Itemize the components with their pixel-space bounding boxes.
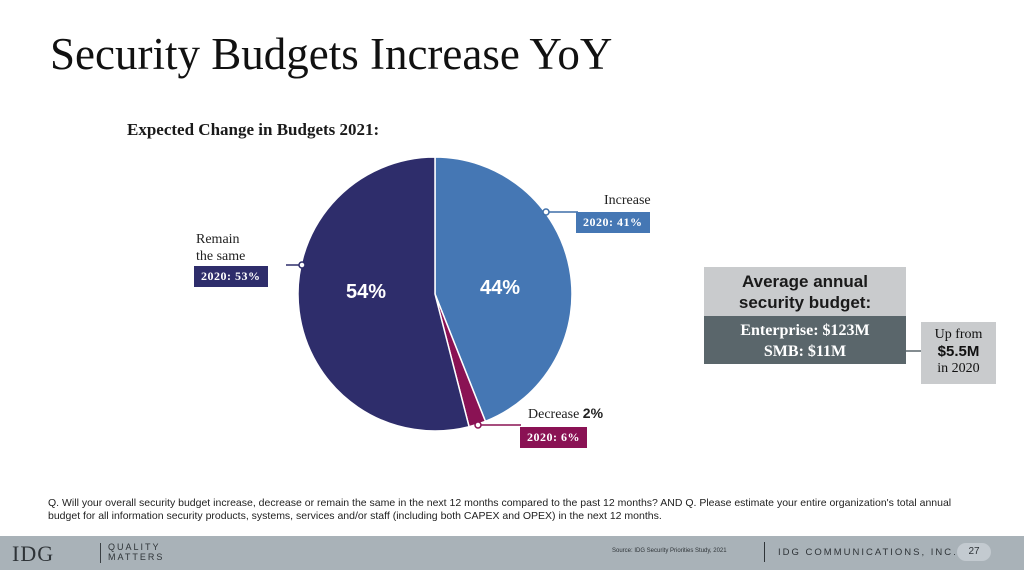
company-name: IDG COMMUNICATIONS, INC. bbox=[778, 547, 958, 558]
up-from-line1: Up from bbox=[934, 327, 983, 342]
increase-connector-dot bbox=[542, 208, 550, 216]
pie-slice-remain-the-same bbox=[297, 156, 470, 432]
logo-divider bbox=[100, 543, 101, 563]
survey-question: Q. Will your overall security budget inc… bbox=[48, 497, 952, 522]
budget-heading-line1: Average annual bbox=[742, 272, 868, 291]
pie-slice-increase bbox=[434, 156, 573, 423]
page-number: 27 bbox=[957, 543, 991, 561]
smb-budget: SMB: $11M bbox=[763, 343, 847, 360]
remain-connector-dot bbox=[298, 261, 306, 269]
increase-label: Increase bbox=[604, 193, 651, 208]
decrease-value: 2% bbox=[582, 405, 604, 421]
remain-label-line2: the same bbox=[196, 249, 246, 264]
idg-logo: IDG bbox=[12, 541, 55, 566]
budget-heading-line2: security budget: bbox=[738, 293, 872, 312]
footer-bar bbox=[0, 536, 1024, 570]
tagline-line2: MATTERS bbox=[108, 552, 165, 562]
chart-title: Expected Change in Budgets 2021: bbox=[127, 120, 380, 139]
remain-label: Remain the same bbox=[196, 231, 245, 265]
remain-prior-box: 2020: 53% bbox=[194, 266, 268, 287]
decrease-label-text: Decrease bbox=[528, 407, 580, 422]
slide-title: Security Budgets Increase YoY bbox=[50, 29, 613, 79]
remain-label-line1: Remain bbox=[196, 232, 240, 247]
up-from-value: $5.5M bbox=[937, 343, 980, 360]
slice-label-increase: 44% bbox=[480, 277, 520, 299]
tagline: QUALITY MATTERS bbox=[108, 542, 164, 562]
increase-prior-box: 2020: 41% bbox=[576, 212, 650, 233]
source-note: Source: IDG Security Priorities Study, 2… bbox=[612, 548, 727, 554]
budget-values: Enterprise: $123M SMB: $11M bbox=[704, 316, 906, 364]
tagline-line1: QUALITY bbox=[108, 542, 161, 552]
slice-label-remain: 54% bbox=[346, 281, 386, 303]
enterprise-budget: Enterprise: $123M bbox=[740, 322, 870, 339]
decrease-connector-dot bbox=[474, 421, 482, 429]
up-from-line3: in 2020 bbox=[937, 361, 980, 376]
decrease-label: Decrease 2% bbox=[528, 405, 603, 423]
budget-heading: Average annual security budget: bbox=[704, 267, 906, 316]
footer-divider bbox=[764, 542, 765, 562]
decrease-prior-box: 2020: 6% bbox=[520, 427, 587, 448]
up-from-box: Up from $5.5M in 2020 bbox=[921, 322, 996, 384]
